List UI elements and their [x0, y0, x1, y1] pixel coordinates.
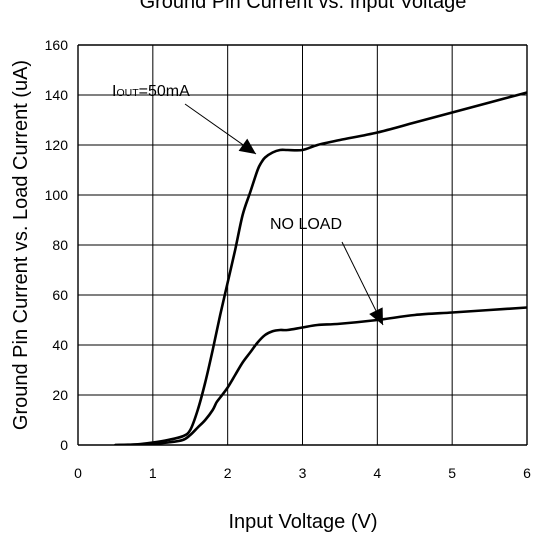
x-tick-label: 1 — [149, 465, 157, 481]
x-tick-label: 5 — [448, 465, 456, 481]
y-tick-label: 20 — [52, 387, 68, 403]
y-tick-label: 140 — [45, 87, 69, 103]
y-tick-label: 60 — [52, 287, 68, 303]
annotation-no-load: NO LOAD — [270, 216, 342, 233]
annotation-iout-50ma-arrowhead — [238, 138, 256, 154]
y-axis-label: Ground Pin Current vs. Load Current (uA) — [10, 60, 32, 430]
series-lines — [114, 91, 527, 445]
annotations: IOUT=50mA NO LOAD — [112, 83, 384, 326]
y-tick-label: 40 — [52, 337, 68, 353]
x-tick-label: 6 — [523, 465, 531, 481]
annotation-iout-50ma: IOUT=50mA — [112, 83, 190, 100]
x-tick-label: 2 — [224, 465, 232, 481]
x-axis-label: Input Voltage (V) — [229, 511, 378, 533]
y-tick-label: 160 — [45, 37, 69, 53]
y-tick-label: 80 — [52, 237, 68, 253]
series-line-no-load — [114, 306, 527, 445]
y-tick-label: 100 — [45, 187, 69, 203]
y-tick-label: 120 — [45, 137, 69, 153]
annotation-no-load-arrowhead — [369, 307, 383, 325]
x-tick-label: 3 — [299, 465, 307, 481]
y-axis-ticks: 0 20 40 60 80 100 120 140 160 — [45, 37, 69, 453]
x-tick-label: 0 — [74, 465, 82, 481]
series-line-iout-50ma — [114, 91, 527, 445]
chart-title: Ground Pin Current vs. Input Voltage — [140, 0, 467, 13]
y-tick-label: 0 — [60, 437, 68, 453]
x-tick-label: 4 — [373, 465, 381, 481]
x-axis-ticks: 0 1 2 3 4 5 6 — [74, 465, 531, 481]
